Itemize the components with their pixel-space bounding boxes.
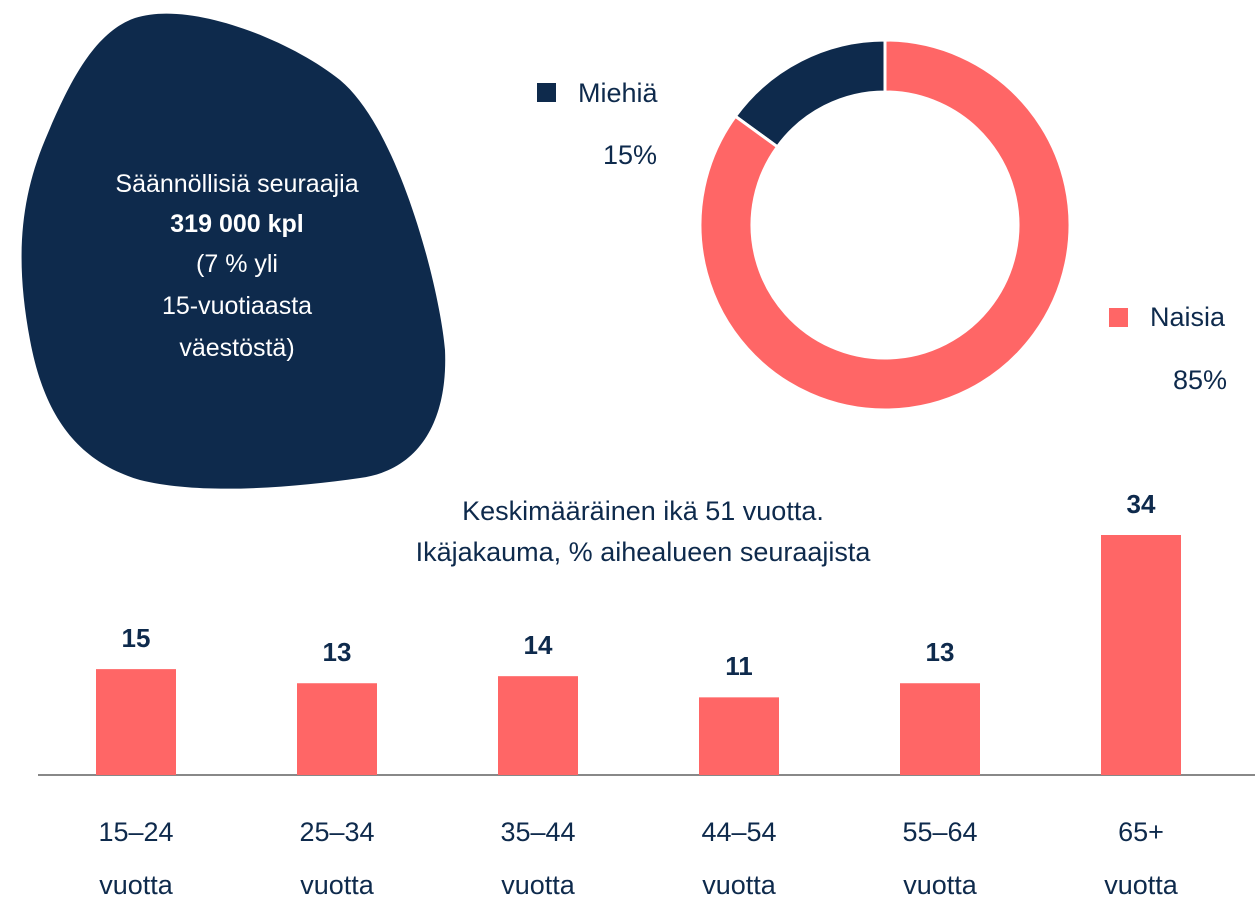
x-tick-label: 44–54 vuotta bbox=[701, 817, 777, 900]
value-label: 15% bbox=[602, 140, 658, 170]
x-tick-label: 35–44 vuotta bbox=[500, 817, 576, 900]
bar bbox=[900, 683, 980, 775]
blob-text: (7 % yli bbox=[196, 250, 278, 278]
blob-text: 319 000 kpl bbox=[170, 210, 304, 238]
donut-slice bbox=[698, 38, 1072, 412]
bar bbox=[297, 683, 377, 775]
x-tick-label: 65+ vuotta bbox=[1104, 817, 1178, 900]
bar bbox=[498, 676, 578, 775]
legend-label: Naisia bbox=[1150, 302, 1226, 332]
bar bbox=[699, 697, 779, 775]
blob-shape bbox=[21, 13, 446, 489]
value-label: 14 bbox=[523, 630, 553, 661]
value-label: 11 bbox=[725, 651, 753, 682]
blob-text: väestöstä) bbox=[179, 334, 295, 362]
blob-text: Säännöllisiä seuraajia bbox=[115, 170, 359, 198]
bar bbox=[96, 669, 176, 775]
chart-title: Keskimääräinen ikä 51 vuotta. bbox=[462, 496, 824, 526]
x-tick-label: 15–24 vuotta bbox=[98, 817, 174, 900]
value-label: 13 bbox=[925, 637, 955, 668]
x-tick-label: 55–64 vuotta bbox=[902, 817, 978, 900]
value-label: 13 bbox=[322, 637, 352, 668]
value-label: 34 bbox=[1126, 489, 1156, 519]
x-tick-label: 25–34 vuotta bbox=[299, 817, 375, 900]
value-label: 85% bbox=[1172, 365, 1228, 395]
legend-swatch bbox=[1109, 308, 1128, 327]
blob-text: 15-vuotiaasta bbox=[161, 292, 313, 320]
chart-subtitle: Ikäjakauma, % aihealueen seuraajista bbox=[415, 537, 871, 567]
value-label: 15 bbox=[121, 623, 151, 654]
legend-label: Miehiä bbox=[578, 78, 658, 108]
bar bbox=[1101, 535, 1181, 775]
legend-swatch bbox=[537, 83, 556, 102]
